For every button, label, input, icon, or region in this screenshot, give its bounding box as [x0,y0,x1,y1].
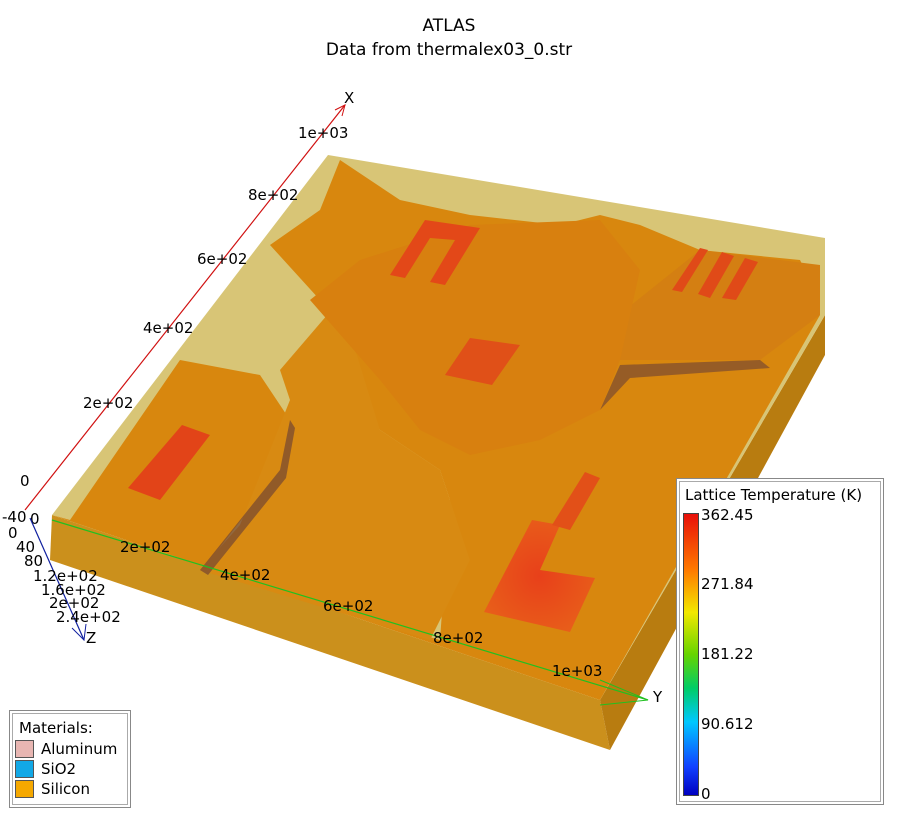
aluminum-swatch [15,739,34,758]
z-tick-1.2e02: 1.2e+02 [33,567,98,585]
y-axis-name: Y [652,688,663,706]
y-tick-0: 0 [30,510,40,528]
hot-contact-top [390,220,480,285]
x-axis: X 1e+03 8e+02 6e+02 4e+02 2e+02 0 [20,89,354,511]
colorbar-tick-3: 181.22 [701,645,754,663]
z-tick-neg40: -40 [2,508,27,526]
hot-finger-3 [722,258,758,300]
y-axis-arrowhead [599,679,649,706]
z-tick-2.4e02: 2.4e+02 [56,608,121,626]
x-tick-8e02: 8e+02 [248,186,298,204]
x-tick-0: 0 [20,472,30,490]
y-tick-1e03: 1e+03 [552,662,602,680]
right-plateau [600,250,820,360]
x-axis-line [24,104,346,511]
colorbar-gradient [683,513,699,796]
material-label: SiO2 [41,759,77,778]
y-tick-2e02: 2e+02 [120,538,170,556]
z-axis-line [29,517,85,641]
z-tick-2e02: 2e+02 [49,594,99,612]
y-axis-line [51,519,649,701]
x-tick-1e03: 1e+03 [298,124,348,142]
z-axis-name: Z [86,629,96,647]
title-line-2: Data from thermalex03_0.str [325,40,573,60]
hot-contact-center [445,338,520,385]
material-label: Aluminum [41,739,118,758]
material-label: Silicon [41,779,90,798]
temperature-colorbar-legend: Lattice Temperature (K) 362.45 271.84 18… [676,478,884,805]
plot-title: ATLAS Data from thermalex03_0.str [0,14,898,62]
channel-region [200,300,470,640]
y-tick-6e02: 6e+02 [323,597,373,615]
colorbar-tick-4: 90.612 [701,715,754,733]
y-tick-8e02: 8e+02 [433,629,483,647]
colorbar-tick-max: 362.45 [701,506,754,524]
sio2-swatch [15,759,34,778]
material-row-silicon: Silicon [15,779,130,798]
z-tick-80: 80 [24,552,43,570]
x-tick-6e02: 6e+02 [197,250,247,268]
hot-contact-bottom-right [552,472,600,530]
hot-finger-2 [698,252,734,298]
hot-contact-left [128,425,210,500]
title-line-1: ATLAS [422,16,476,36]
hot-contact-bottom [484,520,595,632]
silicon-swatch [15,779,34,798]
materials-legend: Materials: Aluminum SiO2 Silicon [9,710,131,808]
left-trench [200,420,295,575]
colorbar-tick-2: 271.84 [701,575,754,593]
colorbar-title: Lattice Temperature (K) [685,486,863,504]
right-trench [600,360,770,410]
block-front-face [50,515,610,750]
materials-heading: Materials: [19,719,93,737]
x-axis-name: X [344,89,354,107]
x-axis-arrowhead [334,104,346,117]
material-row-aluminum: Aluminum [15,739,130,758]
hot-finger-1 [672,248,708,292]
z-axis: Z -40 0 40 80 1.2e+02 1.6e+02 2e+02 2.4e… [2,508,121,647]
material-row-sio2: SiO2 [15,759,130,778]
y-tick-4e02: 4e+02 [220,566,270,584]
x-tick-4e02: 4e+02 [143,319,193,337]
y-axis: Y 0 2e+02 4e+02 6e+02 8e+02 1e+03 [30,510,663,706]
z-tick-1.6e02: 1.6e+02 [41,581,106,599]
central-wall [310,220,640,455]
z-tick-40: 40 [16,538,35,556]
colorbar-tick-min: 0 [701,785,711,803]
z-axis-arrowhead [71,623,87,642]
z-tick-0: 0 [8,524,18,542]
x-tick-2e02: 2e+02 [83,394,133,412]
